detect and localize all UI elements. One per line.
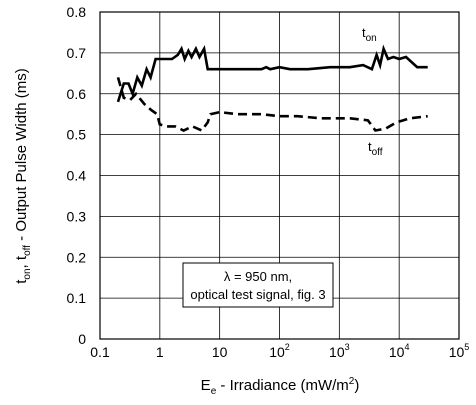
plot-frame bbox=[99, 11, 460, 340]
x-tick-label: 105 bbox=[449, 342, 470, 360]
y-tick-label: 0 bbox=[78, 331, 86, 347]
x-tick-labels: 0.1 1 10 102 103 104 105 bbox=[90, 342, 469, 360]
series-layer bbox=[116, 44, 428, 133]
x-tick-label: 1 bbox=[156, 344, 164, 360]
y-tick-label: 0.1 bbox=[67, 290, 87, 306]
y-tick-label: 0.3 bbox=[67, 208, 87, 224]
x-tick-label: 10 bbox=[212, 344, 228, 360]
y-tick-labels: 0 0.1 0.2 0.3 0.4 0.5 0.6 0.7 0.8 bbox=[67, 4, 87, 347]
series-line-toff bbox=[116, 77, 428, 133]
series-label-ton: ton bbox=[362, 25, 377, 44]
annotation-box bbox=[182, 262, 334, 308]
y-tick-label: 0.2 bbox=[67, 249, 87, 265]
series-label-toff: toff bbox=[368, 139, 383, 158]
y-tick-label: 0.6 bbox=[67, 86, 87, 102]
series-line-ton bbox=[116, 44, 428, 103]
x-axis-title: Ee - Irradiance (mW/m2) bbox=[201, 376, 360, 397]
y-tick-label: 0.5 bbox=[67, 127, 87, 143]
x-tick-label: 104 bbox=[389, 342, 410, 360]
y-axis-title: ton, toff - Output Pulse Width (ms) bbox=[13, 68, 33, 283]
x-tick-label: 102 bbox=[269, 342, 290, 360]
y-tick-label: 0.7 bbox=[67, 45, 87, 61]
x-tick-label: 103 bbox=[329, 342, 350, 360]
y-tick-label: 0.8 bbox=[67, 4, 87, 20]
annotation-line-1: λ = 950 nm, bbox=[224, 269, 292, 284]
y-tick-label: 0.4 bbox=[67, 168, 87, 184]
x-tick-label: 0.1 bbox=[90, 344, 110, 360]
annotation-line-2: optical test signal, fig. 3 bbox=[190, 287, 325, 302]
